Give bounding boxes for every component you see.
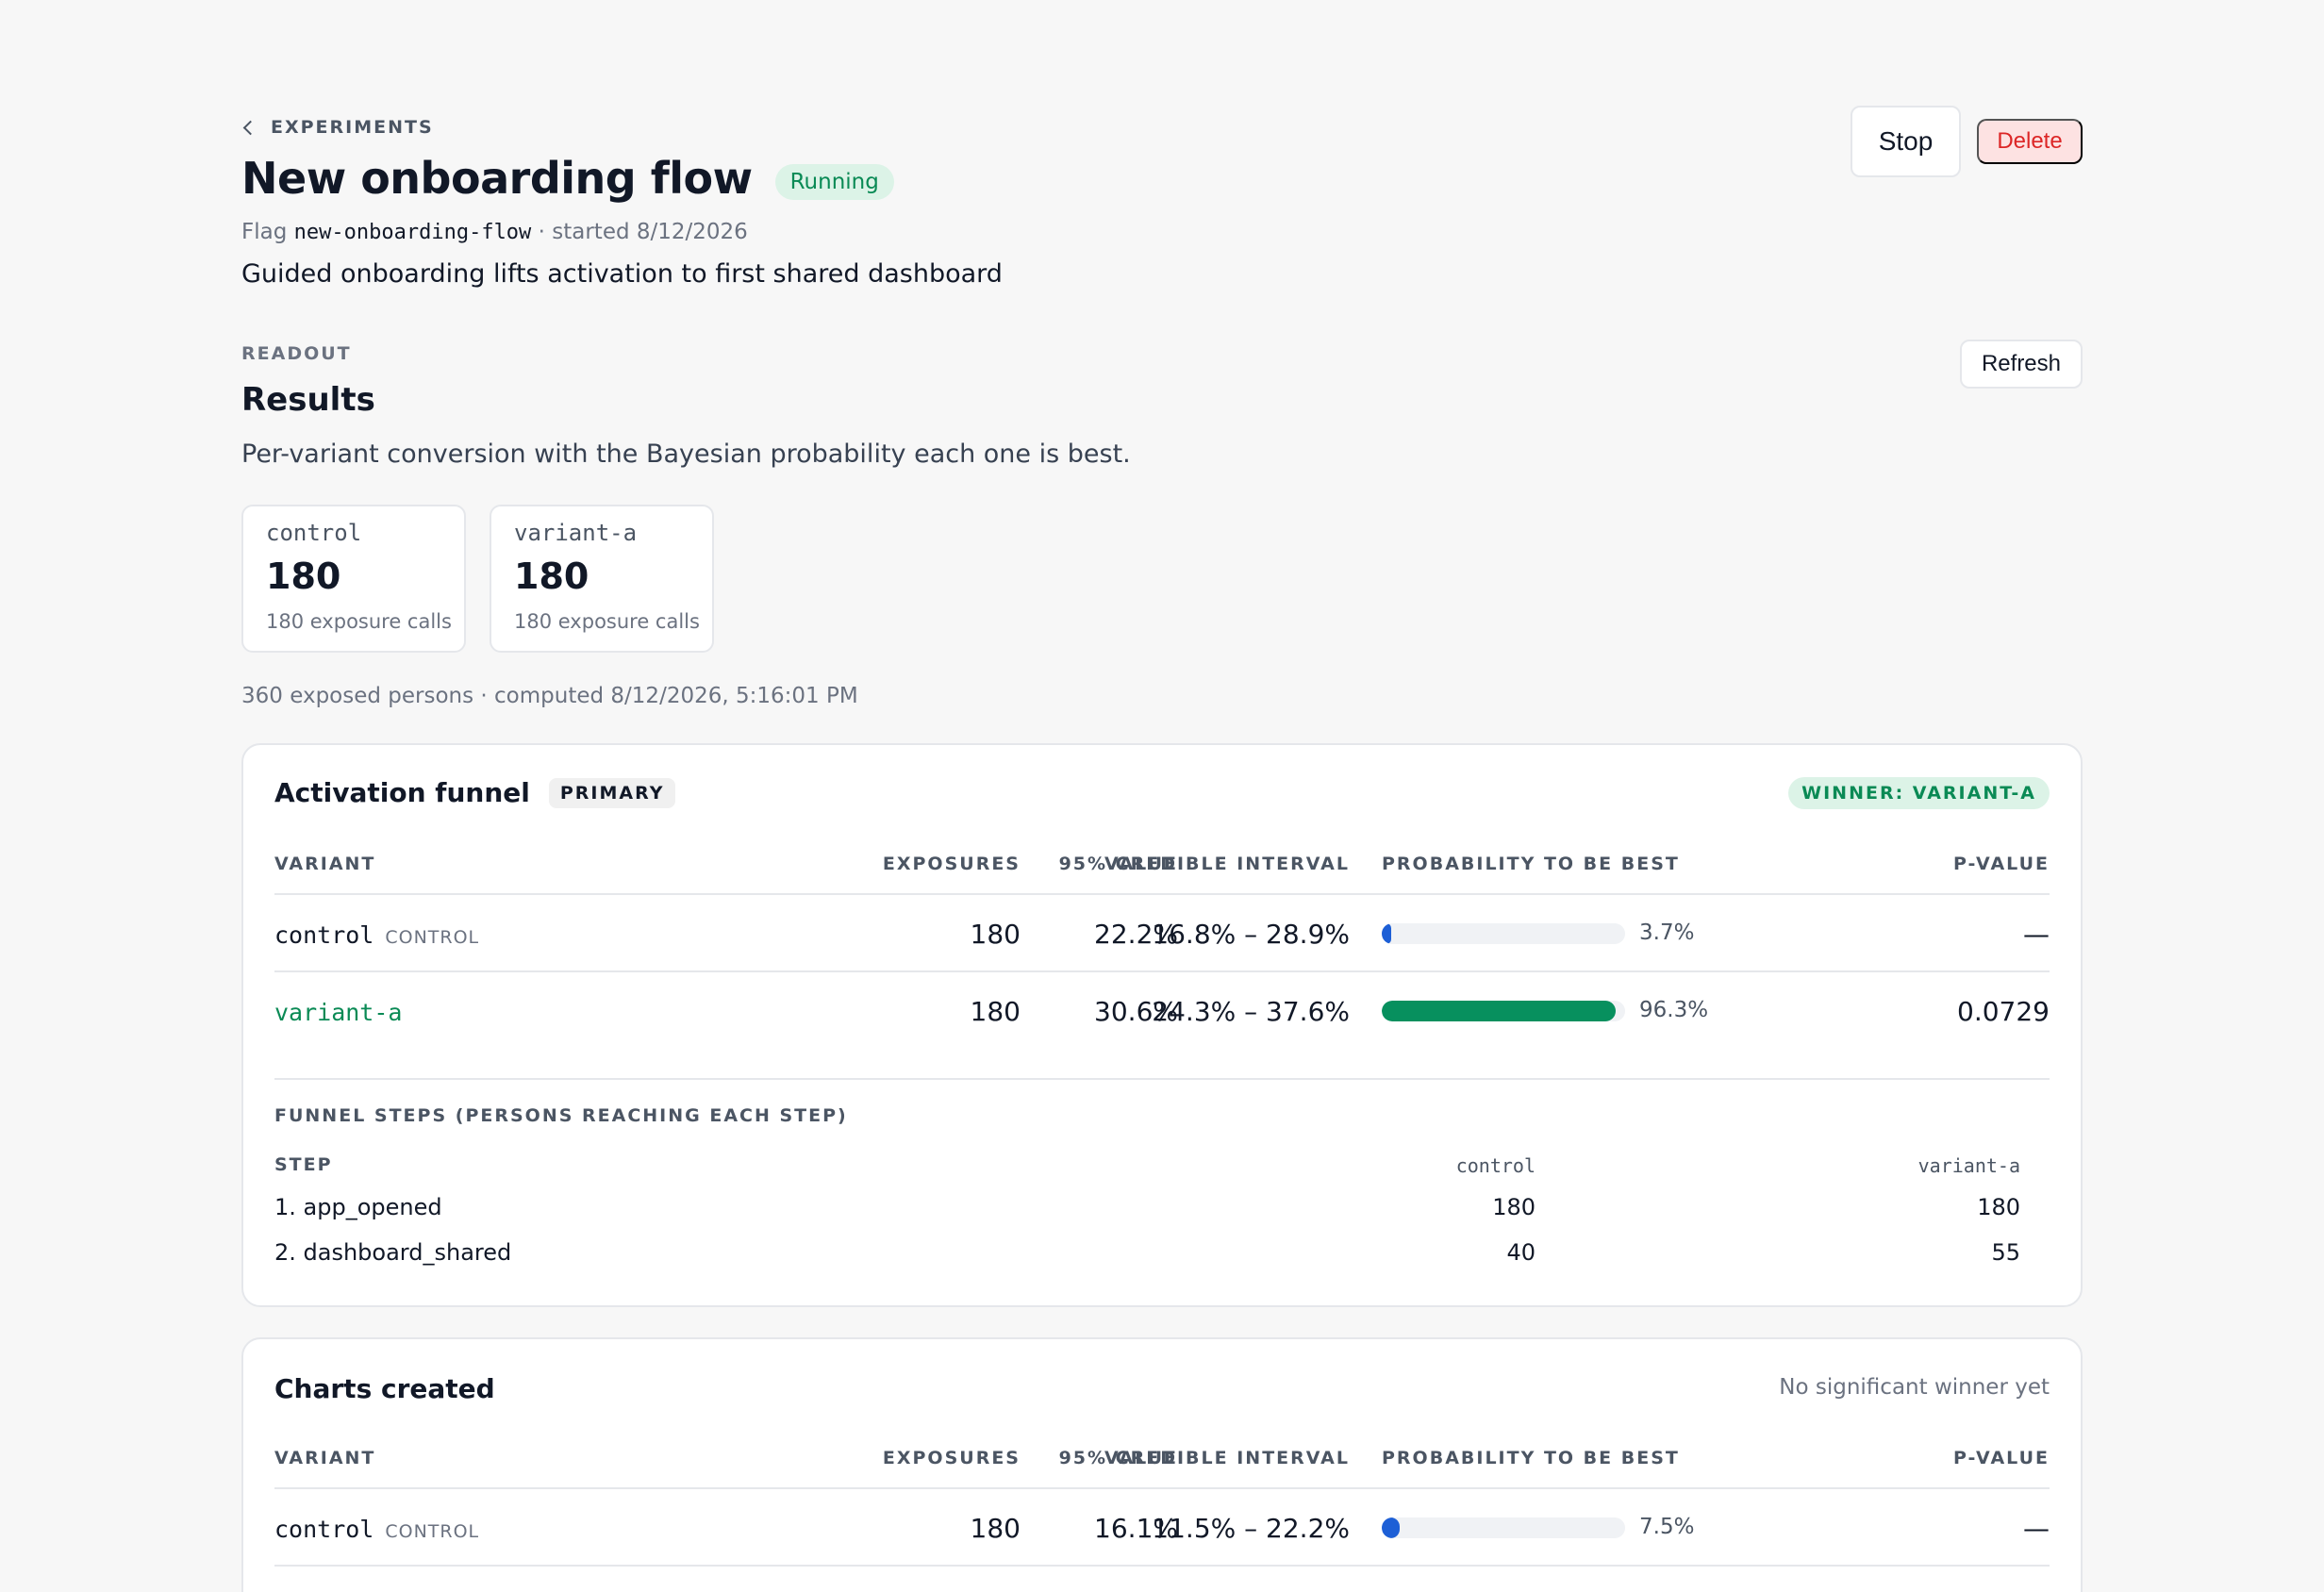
variant-name: control bbox=[274, 921, 374, 949]
flag-prefix: Flag bbox=[241, 220, 288, 244]
exposures-cell: 180 bbox=[970, 919, 1021, 950]
step-value: 180 bbox=[1492, 1194, 1536, 1220]
col-pvalue: P-VALUE bbox=[1952, 1448, 2050, 1468]
value-cell: 22.2% bbox=[1094, 919, 1178, 950]
results-title: Results bbox=[241, 381, 375, 419]
variant-name: control bbox=[274, 1516, 374, 1543]
exposures-cell: 180 bbox=[970, 996, 1021, 1027]
variant-card-count: 180 bbox=[266, 556, 341, 597]
metric-title: Activation funnel bbox=[274, 777, 530, 808]
step-value: 40 bbox=[1506, 1239, 1536, 1266]
variant-card-sub: 180 exposure calls bbox=[514, 610, 700, 633]
pvalue-cell: — bbox=[2023, 919, 2050, 950]
pvalue-cell: 0.0729 bbox=[1957, 996, 2050, 1027]
metric-header: Charts created bbox=[274, 1373, 495, 1404]
metric-card-charts-created: Charts created No significant winner yet… bbox=[241, 1337, 2083, 1592]
metric-card-activation-funnel: Activation funnel PRIMARY WINNER: VARIAN… bbox=[241, 743, 2083, 1307]
control-tag: CONTROL bbox=[385, 1521, 480, 1542]
flag-meta: Flag new-onboarding-flow · started 8/12/… bbox=[241, 220, 748, 244]
col-interval: 95% CREDIBLE INTERVAL bbox=[1058, 854, 1350, 874]
table-row-control: control CONTROL bbox=[274, 1513, 479, 1544]
metric-header: Activation funnel PRIMARY bbox=[274, 777, 676, 808]
step-value: 180 bbox=[1977, 1194, 2020, 1220]
funnel-divider bbox=[274, 1078, 2050, 1080]
variant-card-variant-a: variant-a 180 180 exposure calls bbox=[490, 505, 714, 653]
control-tag: CONTROL bbox=[385, 927, 480, 948]
verdict-text: No significant winner yet bbox=[1779, 1375, 2050, 1400]
table-row-control: control CONTROL bbox=[274, 919, 479, 950]
col-probability: PROBABILITY TO BE BEST bbox=[1382, 1448, 1680, 1468]
probability-bar bbox=[1382, 1001, 1625, 1021]
probability-label: 3.7% bbox=[1639, 920, 1695, 945]
breadcrumb[interactable]: EXPERIMENTS bbox=[241, 117, 434, 138]
col-exposures: EXPOSURES bbox=[882, 854, 1021, 874]
flag-key: new-onboarding-flow bbox=[293, 221, 532, 244]
probability-label: 7.5% bbox=[1639, 1515, 1695, 1539]
step-value: 55 bbox=[1991, 1239, 2020, 1266]
variant-card-sub: 180 exposure calls bbox=[266, 610, 452, 633]
col-interval: 95% CREDIBLE INTERVAL bbox=[1058, 1448, 1350, 1468]
interval-cell: 11.5% – 22.2% bbox=[1152, 1513, 1350, 1544]
hypothesis-text: Guided onboarding lifts activation to fi… bbox=[241, 259, 1003, 289]
chevron-left-icon bbox=[242, 120, 258, 135]
header-divider bbox=[274, 893, 2050, 895]
col-probability: PROBABILITY TO BE BEST bbox=[1382, 854, 1680, 874]
col-value: VALUE bbox=[1104, 854, 1178, 874]
value-cell: 16.1% bbox=[1094, 1513, 1178, 1544]
value-cell: 30.6% bbox=[1094, 996, 1178, 1027]
variant-card-count: 180 bbox=[514, 556, 589, 597]
funnel-steps-kicker: FUNNEL STEPS (PERSONS REACHING EACH STEP… bbox=[274, 1105, 848, 1126]
exposures-cell: 180 bbox=[970, 1513, 1021, 1544]
col-pvalue: P-VALUE bbox=[1952, 854, 2050, 874]
probability-bar bbox=[1382, 923, 1625, 944]
row-divider bbox=[274, 1565, 2050, 1567]
variant-card-name: control bbox=[266, 520, 362, 546]
readout-kicker: READOUT bbox=[241, 343, 352, 364]
probability-fill bbox=[1382, 923, 1391, 944]
step-label: 2. dashboard_shared bbox=[274, 1239, 512, 1266]
step-label: 1. app_opened bbox=[274, 1194, 442, 1220]
stop-button[interactable]: Stop bbox=[1851, 106, 1961, 177]
probability-fill bbox=[1382, 1001, 1617, 1021]
probability-fill bbox=[1382, 1517, 1401, 1538]
interval-cell: 16.8% – 28.9% bbox=[1152, 919, 1350, 950]
started-date: · started 8/12/2026 bbox=[538, 220, 748, 244]
col-exposures: EXPOSURES bbox=[882, 1448, 1021, 1468]
step-col-variant-a: variant-a bbox=[1917, 1154, 2020, 1177]
probability-bar bbox=[1382, 1517, 1625, 1538]
winner-badge: WINNER: VARIANT-A bbox=[1788, 777, 2050, 809]
col-variant: VARIANT bbox=[274, 854, 376, 874]
breadcrumb-experiments[interactable]: EXPERIMENTS bbox=[271, 117, 434, 138]
step-col-control: control bbox=[1455, 1154, 1536, 1177]
variant-card-name: variant-a bbox=[514, 520, 638, 546]
refresh-button[interactable]: Refresh bbox=[1960, 340, 2083, 389]
page-title: New onboarding flow bbox=[241, 153, 753, 204]
header-divider bbox=[274, 1487, 2050, 1489]
pvalue-cell: — bbox=[2023, 1513, 2050, 1544]
status-badge: Running bbox=[774, 164, 894, 200]
exposure-summary: 360 exposed persons · computed 8/12/2026… bbox=[241, 684, 858, 708]
interval-cell: 24.3% – 37.6% bbox=[1152, 996, 1350, 1027]
variant-name: variant-a bbox=[274, 999, 403, 1026]
col-variant: VARIANT bbox=[274, 1448, 376, 1468]
results-description: Per-variant conversion with the Bayesian… bbox=[241, 439, 1131, 469]
row-divider bbox=[274, 970, 2050, 972]
table-row-variant-a: variant-a bbox=[274, 996, 402, 1027]
step-header: STEP bbox=[274, 1154, 333, 1175]
variant-card-control: control 180 180 exposure calls bbox=[241, 505, 466, 653]
primary-badge: PRIMARY bbox=[548, 777, 676, 808]
delete-button[interactable]: Delete bbox=[1977, 119, 2083, 164]
title-row: New onboarding flow Running bbox=[241, 153, 894, 204]
metric-title: Charts created bbox=[274, 1373, 495, 1404]
probability-label: 96.3% bbox=[1639, 998, 1709, 1022]
col-value: VALUE bbox=[1104, 1448, 1178, 1468]
